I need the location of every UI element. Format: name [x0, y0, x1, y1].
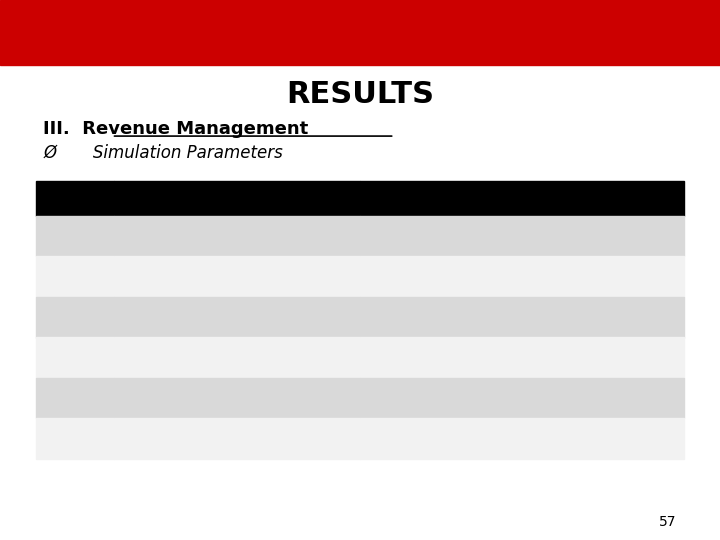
Text: Poisson: Poisson: [496, 392, 548, 405]
Text: Value: Value: [498, 191, 546, 206]
Text: Ø       Simulation Parameters: Ø Simulation Parameters: [43, 143, 283, 161]
Text: Customer Arrival Distribution: Customer Arrival Distribution: [135, 392, 338, 405]
Text: 2.: 2.: [68, 270, 81, 284]
Text: RUTGERS: RUTGERS: [29, 12, 160, 36]
Text: 57: 57: [660, 515, 677, 529]
Text: Performance Metric: Performance Metric: [169, 432, 305, 445]
Text: 4.: 4.: [68, 351, 81, 364]
Text: 4.: 4.: [68, 392, 81, 405]
Text: 3.: 3.: [68, 310, 81, 324]
Text: 0.01 - 0.5: 0.01 - 0.5: [489, 351, 555, 364]
Text: Garage Capacity: Garage Capacity: [179, 230, 295, 243]
Text: 5.: 5.: [68, 432, 81, 445]
Text: III.  Revenue Management: III. Revenue Management: [43, 119, 308, 138]
Text: 500 parking spots: 500 parking spots: [459, 230, 585, 243]
Text: 1.: 1.: [68, 230, 81, 243]
Text: No-show distribution: No-show distribution: [165, 270, 309, 284]
Text: No-show rate: No-show rate: [191, 310, 283, 324]
Text: RESULTS: RESULTS: [286, 80, 434, 109]
Text: Overbooking Capacity: Overbooking Capacity: [445, 432, 599, 445]
Text: 10% - 50%: 10% - 50%: [485, 310, 559, 324]
Text: Std. Dev. Of No-show rate: Std. Dev. Of No-show rate: [147, 351, 327, 364]
Text: Sr. No.: Sr. No.: [47, 191, 103, 206]
Text: Parameter: Parameter: [192, 191, 282, 206]
Text: Gaussian: Gaussian: [490, 270, 554, 284]
